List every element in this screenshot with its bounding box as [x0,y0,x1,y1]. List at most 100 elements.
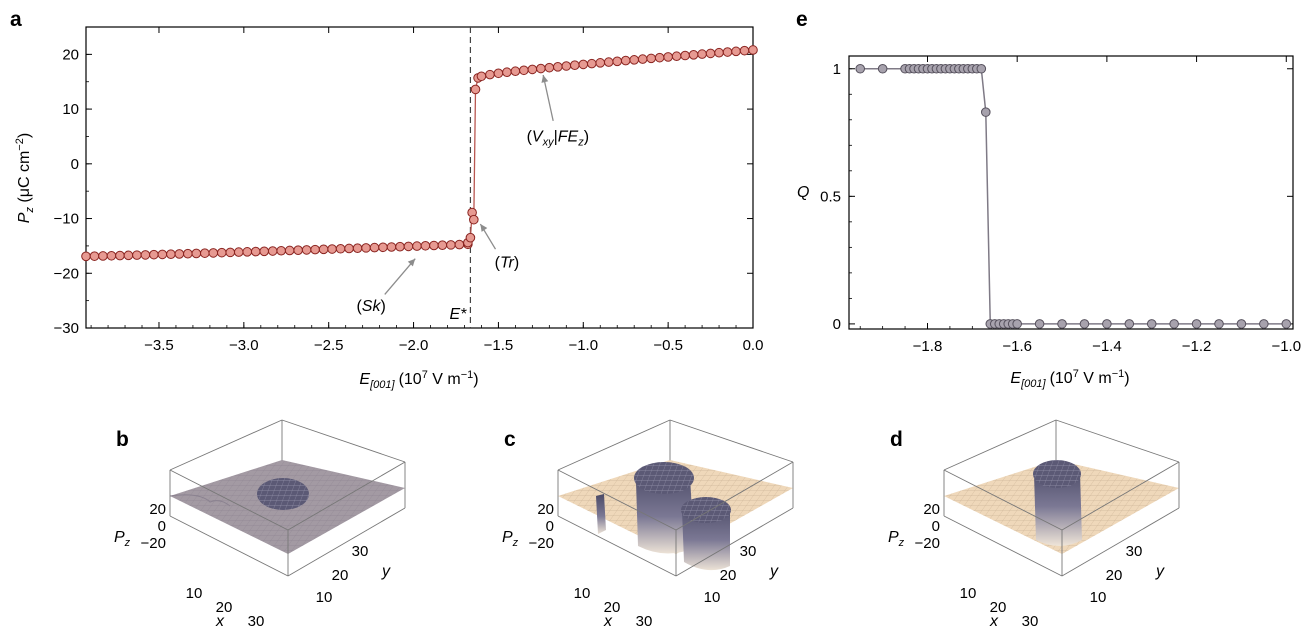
polarization-point [412,241,422,251]
polarization-point [553,62,563,72]
z-tick-label: −20 [915,535,940,552]
x-tick-label: 30 [248,613,265,627]
q-point [1057,319,1067,329]
annotation-label-part: V [532,128,544,145]
polarization-point [106,250,117,261]
x-tick-label: −1.4 [1092,338,1122,355]
x-tick-label: 30 [636,613,653,627]
polarization-point [123,250,134,261]
panel-a-chart: −3.5 −3.0 −2.5 −2.0 −1.5 −1.0 −0.5 0.0 −30 −20 −10… [14,26,763,391]
polarization-point [493,68,504,79]
z-axis-label-sub: z [898,537,905,549]
polarization-point [663,52,673,62]
x-tick-label: 10 [574,585,591,602]
z-axis-label-main: P [114,529,125,546]
bounding-box-edge [1055,419,1180,463]
bounding-box-edge [169,419,283,471]
annotation-label-part: z [577,136,584,148]
annotation-label-part: xy [542,136,556,148]
z-tick-label: 0 [546,518,554,535]
z-axis-label: Pz [114,529,131,549]
y-axis-label: y [769,563,779,580]
polarization-point [454,239,465,250]
polarization-point [115,250,125,261]
z-axis-label-main: P [888,529,899,546]
y-tick-label: 10 [316,589,333,606]
polarization-point [242,247,253,257]
polarization-point [267,246,278,256]
annotation-label-part: ( [527,128,533,145]
annotation-label-part: Tr [500,254,515,271]
z-tick-label: −20 [141,535,166,552]
y-tick-label: 30 [740,543,757,560]
polarization-point [344,243,354,254]
polarization-point [89,251,100,261]
bounding-box-edge [281,419,406,463]
panel-a-x-axis-label: E[001] (107 V m−1) [359,369,478,391]
x-tick-label: −0.5 [653,337,683,354]
annotation-label: (Vxy|FEz) [527,128,589,148]
y-tick-label: 1 [833,61,841,78]
critical-field-label: E* [450,306,468,323]
y-tick-label: 0.5 [820,188,841,205]
polarization-point [378,242,388,253]
x-tick-label: 30 [1022,613,1039,627]
z-axis-label: Pz [888,529,905,549]
polarization-point [284,245,295,256]
polarization-point [259,246,270,257]
polarization-point [395,241,405,252]
q-point [1191,319,1202,329]
bounding-box-edge [287,507,406,577]
annotation-arrow [384,258,416,295]
skyrmion-dome [257,478,309,510]
z-tick-label: −20 [529,535,554,552]
x-tick-label: −1.2 [1182,338,1212,355]
polarization-point [485,69,495,80]
bounding-box-edge [557,469,677,531]
q-point [1079,319,1090,329]
x-tick-label: 20 [990,599,1007,616]
domain-top [634,462,694,494]
y-tick-label: 20 [332,567,349,584]
q-point [1012,319,1022,329]
annotation-label-part: ) [514,254,519,271]
annotation-label-part: ( [495,254,501,271]
z-tick-label: 0 [158,518,166,535]
q-point [980,107,991,117]
annotation-arrow [542,74,554,122]
polarization-point [536,63,546,74]
polarization-point [544,62,555,73]
y-tick-label: 20 [62,46,79,63]
polarization-point [502,67,512,78]
polarization-point [697,49,707,59]
polarization-point [149,249,159,260]
z-axis-label: Pz [502,529,519,549]
panel-label-b: b [116,428,129,451]
polarization-point [714,47,724,58]
polarization-point [386,242,397,252]
annotation-arrowhead [407,258,416,267]
polarization-point [216,247,227,258]
bounding-box-edge [287,461,406,531]
y-tick-label: −10 [54,211,79,228]
polarization-point [310,244,320,255]
panel-label-e: e [796,8,808,31]
z-axis-label-sub: z [124,537,131,549]
x-tick-label: −1.0 [1271,338,1301,355]
z-tick-label: 20 [149,501,166,518]
polarization-point [166,249,176,259]
bounding-box-edge [169,469,289,531]
polarization-point [620,55,631,66]
z-tick-label: 20 [923,501,940,518]
bounding-box-edge [1061,507,1180,577]
polarization-point [157,249,168,260]
bounding-box-edge [169,515,289,577]
y-tick-label: 10 [62,101,79,118]
x-tick-label: −1.8 [913,338,943,355]
polarization-point [654,52,665,63]
annotation-label-part: ) [380,298,385,315]
polarization-point [429,240,439,251]
domain-top [681,497,731,523]
